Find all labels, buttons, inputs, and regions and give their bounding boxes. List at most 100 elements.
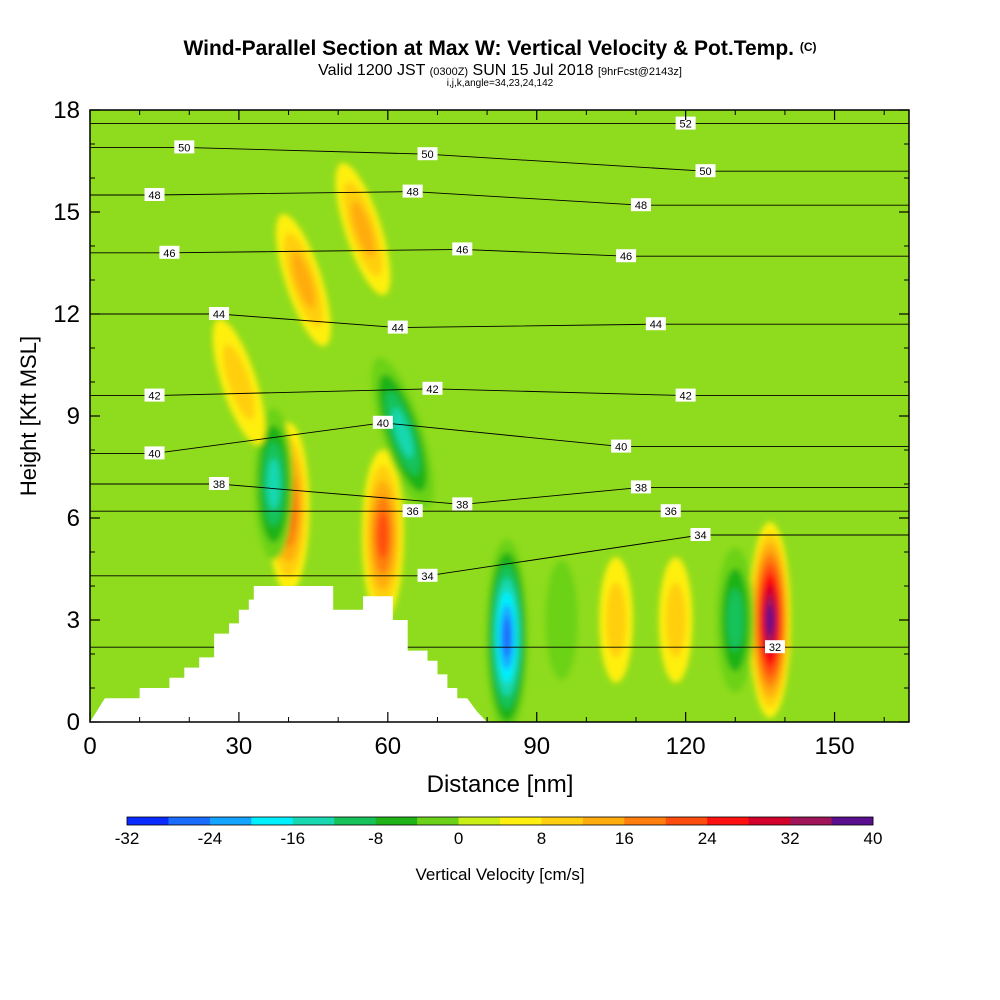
svg-text:50: 50	[421, 149, 433, 161]
svg-text:48: 48	[635, 200, 647, 212]
svg-text:34: 34	[421, 571, 433, 583]
velocity-cell	[665, 582, 686, 658]
contour-label: 34	[690, 528, 711, 542]
svg-text:44: 44	[213, 309, 225, 321]
colorbar-swatch	[748, 817, 791, 825]
contour-label: 48	[144, 188, 165, 202]
svg-text:46: 46	[163, 248, 175, 260]
svg-text:36: 36	[665, 506, 677, 518]
contour-label: 52	[675, 116, 696, 131]
colorbar-tick-label: -16	[280, 829, 305, 848]
y-tick-label: 18	[53, 97, 80, 124]
colorbar-frame	[126, 816, 874, 826]
contour-label: 36	[660, 504, 681, 518]
contour-labels: 52 50 50 50 48 48 48 46 46 46 44 44 44 42 42 42 40 40 40 38…	[144, 116, 785, 654]
svg-text:38: 38	[213, 479, 225, 491]
colorbar-swatch	[334, 817, 377, 825]
contour-label: 34	[417, 568, 438, 583]
svg-text:52: 52	[680, 119, 692, 131]
contour-label: 42	[144, 388, 165, 403]
contour-label: 44	[645, 317, 666, 331]
velocity-cell	[392, 407, 414, 459]
colorbar-swatch	[582, 817, 625, 825]
colorbar-tick-label: 16	[615, 829, 634, 848]
x-tick-label: 0	[83, 733, 96, 760]
svg-text:38: 38	[456, 499, 468, 511]
velocity-cell	[267, 458, 281, 510]
svg-text:40: 40	[377, 418, 389, 430]
contour-label: 38	[209, 477, 230, 491]
contour-label: 32	[764, 640, 785, 654]
colorbar-swatch	[458, 817, 501, 825]
contour-label: 38	[630, 480, 651, 494]
svg-text:44: 44	[392, 323, 404, 335]
velocity-cell	[606, 582, 627, 658]
svg-text:38: 38	[635, 482, 647, 494]
svg-text:42: 42	[680, 391, 692, 403]
contour-label: 46	[616, 249, 637, 263]
section-params: i,j,k,angle=34,23,24,142	[446, 78, 554, 89]
svg-text:48: 48	[407, 187, 419, 199]
colorbar-swatch	[292, 817, 335, 825]
colorbar: -32 -24 -16 -8 0 8 16 24 32 40	[115, 816, 882, 848]
contour-label: 48	[402, 184, 423, 199]
x-tick-label: 90	[523, 733, 550, 760]
colorbar-swatch	[127, 817, 169, 825]
y-tick-label: 3	[67, 607, 80, 634]
svg-text:46: 46	[456, 244, 468, 256]
velocity-cell	[727, 588, 744, 652]
y-tick-label: 12	[53, 301, 80, 328]
x-tick-label: 120	[666, 733, 706, 760]
colorbar-swatch	[665, 817, 708, 825]
colorbar-swatch	[251, 817, 294, 825]
colorbar-swatch	[624, 817, 667, 825]
chart-title-main: Wind-Parallel Section at Max W: Vertical…	[183, 37, 794, 60]
plot-area: 52 50 50 50 48 48 48 46 46 46 44 44 44 42 42 42 40 40 40 38…	[90, 110, 909, 722]
contour-label: 36	[402, 504, 423, 518]
colorbar-swatch	[209, 817, 252, 825]
y-tick-label: 0	[67, 709, 80, 736]
svg-text:32: 32	[769, 642, 781, 654]
velocity-cell	[545, 560, 578, 680]
contour-label: 50	[174, 140, 195, 154]
contour-label: 42	[422, 381, 443, 396]
svg-text:40: 40	[148, 448, 160, 460]
colorbar-swatch	[707, 817, 750, 825]
contour-label: 50	[417, 147, 438, 161]
contour-label: 42	[675, 388, 696, 403]
terrain	[90, 586, 488, 722]
forecast-info: [9hrFcst@2143z]	[597, 66, 682, 78]
x-tick-label: 60	[374, 733, 401, 760]
svg-text:42: 42	[426, 384, 438, 396]
colorbar-tick-label: 8	[537, 829, 546, 848]
contour-label: 50	[695, 164, 716, 178]
x-tick-label: 150	[815, 733, 855, 760]
svg-text:50: 50	[178, 142, 190, 154]
contour-label: 44	[209, 307, 230, 321]
contour-label: 40	[611, 439, 632, 454]
valid-time: Valid 1200 JST	[318, 62, 426, 79]
colorbar-swatch	[417, 817, 459, 825]
colorbar-swatch	[168, 817, 211, 825]
contour-label: 46	[159, 245, 180, 260]
svg-text:44: 44	[650, 319, 662, 331]
chart-subtitle: Valid 1200 JST (0300Z) SUN 15 Jul 2018 […	[0, 62, 1000, 80]
colorbar-tick-label: -24	[198, 829, 223, 848]
velocity-cell	[766, 604, 774, 636]
y-tick-label: 6	[67, 505, 80, 532]
x-axis-label: Distance [nm]	[427, 771, 574, 798]
colorbar-swatch	[500, 817, 542, 825]
velocity-cell	[377, 511, 389, 559]
colorbar-swatch	[831, 817, 874, 825]
contour-label: 40	[372, 415, 393, 430]
colorbar-swatch	[541, 817, 584, 825]
velocity-cell	[223, 344, 255, 420]
colorbar-tick-label: -32	[115, 829, 140, 848]
contour-label: 48	[630, 198, 651, 212]
colorbar-tick-label: 32	[781, 829, 800, 848]
colorbar-tick-label: -8	[368, 829, 383, 848]
x-tick-label: 30	[226, 733, 253, 760]
svg-text:40: 40	[615, 442, 627, 454]
